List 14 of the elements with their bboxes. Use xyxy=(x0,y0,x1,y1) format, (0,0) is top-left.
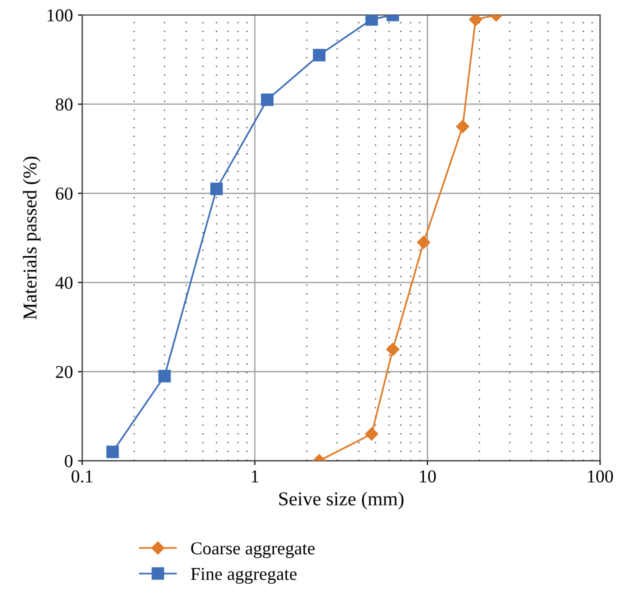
x-axis-title: Seive size (mm) xyxy=(279,492,404,510)
x-tick-label: 0.1 xyxy=(72,470,92,483)
y-tick-label: 80 xyxy=(56,98,72,111)
y-tick-label: 20 xyxy=(56,366,72,378)
y-tick-label: 60 xyxy=(56,188,72,200)
y-tick-label: 100 xyxy=(48,9,72,22)
y-tick-label: 0 xyxy=(64,455,72,468)
x-tick-label: 1 xyxy=(252,470,258,482)
y-axis-title: Materials passed (%) xyxy=(22,156,41,320)
y-tick-label: 40 xyxy=(55,276,72,289)
x-tick-label: 100 xyxy=(588,470,613,483)
legend-label: Coarse aggregate xyxy=(191,542,315,558)
legend-label: Fine aggregate xyxy=(190,568,297,584)
x-tick-label: 10 xyxy=(420,470,436,483)
